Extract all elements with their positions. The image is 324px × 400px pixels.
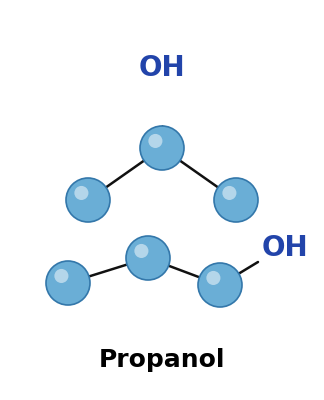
Circle shape bbox=[46, 261, 90, 305]
Circle shape bbox=[126, 236, 170, 280]
Circle shape bbox=[148, 134, 162, 148]
Text: OH: OH bbox=[139, 54, 185, 82]
Circle shape bbox=[214, 178, 258, 222]
Text: OH: OH bbox=[262, 234, 308, 262]
Text: Propanol: Propanol bbox=[99, 348, 225, 372]
Circle shape bbox=[134, 244, 148, 258]
Circle shape bbox=[66, 178, 110, 222]
Circle shape bbox=[198, 263, 242, 307]
Circle shape bbox=[140, 126, 184, 170]
Circle shape bbox=[54, 269, 68, 283]
Circle shape bbox=[206, 271, 220, 285]
Circle shape bbox=[222, 186, 237, 200]
Circle shape bbox=[75, 186, 88, 200]
